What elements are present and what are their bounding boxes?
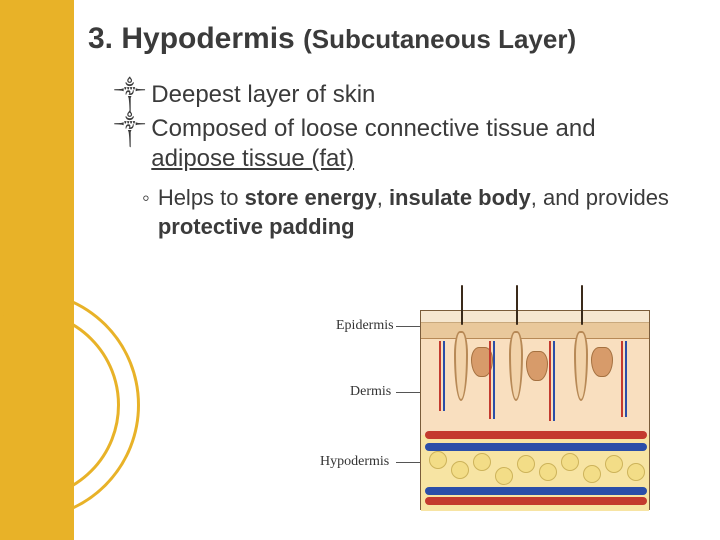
fat-lobule [605, 455, 623, 473]
capillary [621, 341, 623, 417]
fat-lobule [473, 453, 491, 471]
capillary [439, 341, 441, 411]
subbullet-glyph: ◦ [142, 184, 150, 213]
hair [516, 285, 518, 325]
capillary [625, 341, 627, 417]
capillary [493, 341, 495, 419]
fat-lobule [495, 467, 513, 485]
sub-bullet: ◦ Helps to store energy, insulate body, … [142, 184, 674, 241]
fat-lobule [429, 451, 447, 469]
label-epidermis: Epidermis [336, 318, 394, 334]
fat-lobule [627, 463, 645, 481]
leader-epidermis [396, 326, 420, 327]
bullet-2-text: Composed of loose connective tissue and … [151, 114, 674, 174]
vein [425, 443, 647, 451]
capillary [549, 341, 551, 421]
bullet-glyph: ༒ [114, 114, 145, 144]
fat-lobule [561, 453, 579, 471]
bullet-1: ༒ Deepest layer of skin [114, 80, 674, 110]
capillary [489, 341, 491, 419]
bullet-glyph: ༒ [114, 80, 145, 110]
bullet-2: ༒ Composed of loose connective tissue an… [114, 114, 674, 174]
label-hypodermis: Hypodermis [320, 454, 389, 470]
bullet-1-text: Deepest layer of skin [151, 80, 375, 110]
sebaceous-gland [591, 347, 613, 377]
leader-dermis [396, 392, 420, 393]
artery [425, 431, 647, 439]
skin-block [420, 310, 650, 510]
subbullet-text: Helps to store energy, insulate body, an… [158, 184, 674, 241]
slide: 3. Hypodermis (Subcutaneous Layer) ༒ Dee… [0, 0, 720, 540]
content-area: ༒ Deepest layer of skin ༒ Composed of lo… [114, 80, 674, 241]
fat-lobule [451, 461, 469, 479]
fat-lobule [539, 463, 557, 481]
capillary [553, 341, 555, 421]
fat-lobule [517, 455, 535, 473]
leader-hypodermis [396, 462, 420, 463]
fat-lobule [583, 465, 601, 483]
epidermis-stratum-corneum [421, 311, 649, 323]
title-sub: (Subcutaneous Layer) [303, 24, 576, 54]
hair [581, 285, 583, 325]
label-dermis: Dermis [350, 384, 391, 400]
slide-title: 3. Hypodermis (Subcutaneous Layer) [88, 22, 576, 56]
title-main: 3. Hypodermis [88, 22, 303, 55]
skin-diagram: Epidermis Dermis Hypodermis [300, 300, 660, 520]
sebaceous-gland [526, 351, 548, 381]
hair [461, 285, 463, 325]
artery-deep [425, 497, 647, 505]
capillary [443, 341, 445, 411]
vein-deep [425, 487, 647, 495]
